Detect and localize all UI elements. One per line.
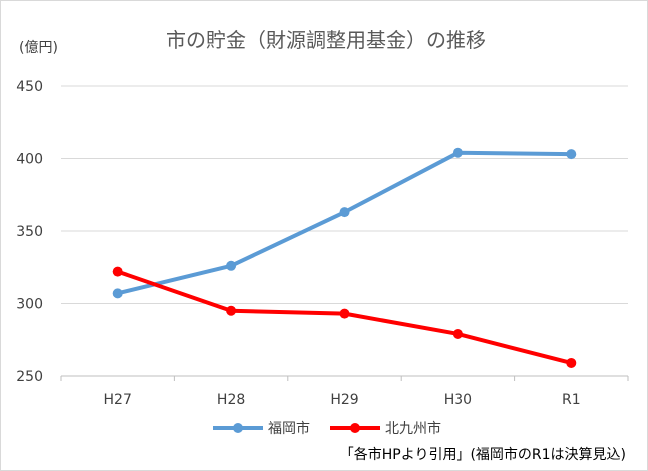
gridlines (61, 85, 628, 304)
y-tick-label: 300 (16, 297, 43, 313)
y-tick-label: 400 (16, 152, 43, 168)
legend: 福岡市 北九州市 (213, 420, 441, 437)
y-tick-labels: 250 300 350 400 450 (16, 79, 43, 385)
legend-label: 北九州市 (385, 420, 441, 437)
y-tick-label: 450 (16, 79, 43, 95)
data-point (566, 357, 577, 368)
source-annotation: 「各市HPより引用」(福岡市のR1は決算見込) (340, 446, 626, 463)
legend-marker (233, 423, 243, 433)
legend-label: 福岡市 (268, 420, 310, 437)
data-point (452, 328, 463, 339)
x-tick-labels: H27 H28 H29 H30 R1 (104, 392, 581, 408)
data-point (112, 266, 123, 277)
data-point (226, 305, 237, 316)
x-tick-label: H30 (444, 392, 472, 408)
data-point (339, 207, 350, 218)
series-line-1 (115, 150, 574, 296)
data-point (452, 147, 463, 158)
y-tick-label: 350 (16, 224, 43, 240)
data-point (566, 149, 577, 160)
x-tick-label: R1 (562, 392, 581, 408)
x-tick-label: H27 (104, 392, 132, 408)
data-point (339, 308, 350, 319)
data-point (226, 260, 237, 271)
x-tick-label: H29 (330, 392, 358, 408)
data-point (112, 288, 123, 299)
chart-title: 市の貯金（財源調整用基金）の推移 (166, 28, 486, 52)
y-axis-unit-label: (億円) (19, 40, 58, 56)
x-axis (60, 375, 629, 381)
legend-marker (350, 423, 360, 433)
y-tick-label: 250 (16, 369, 43, 385)
x-tick-label: H28 (217, 392, 245, 408)
series-lines (112, 147, 577, 368)
